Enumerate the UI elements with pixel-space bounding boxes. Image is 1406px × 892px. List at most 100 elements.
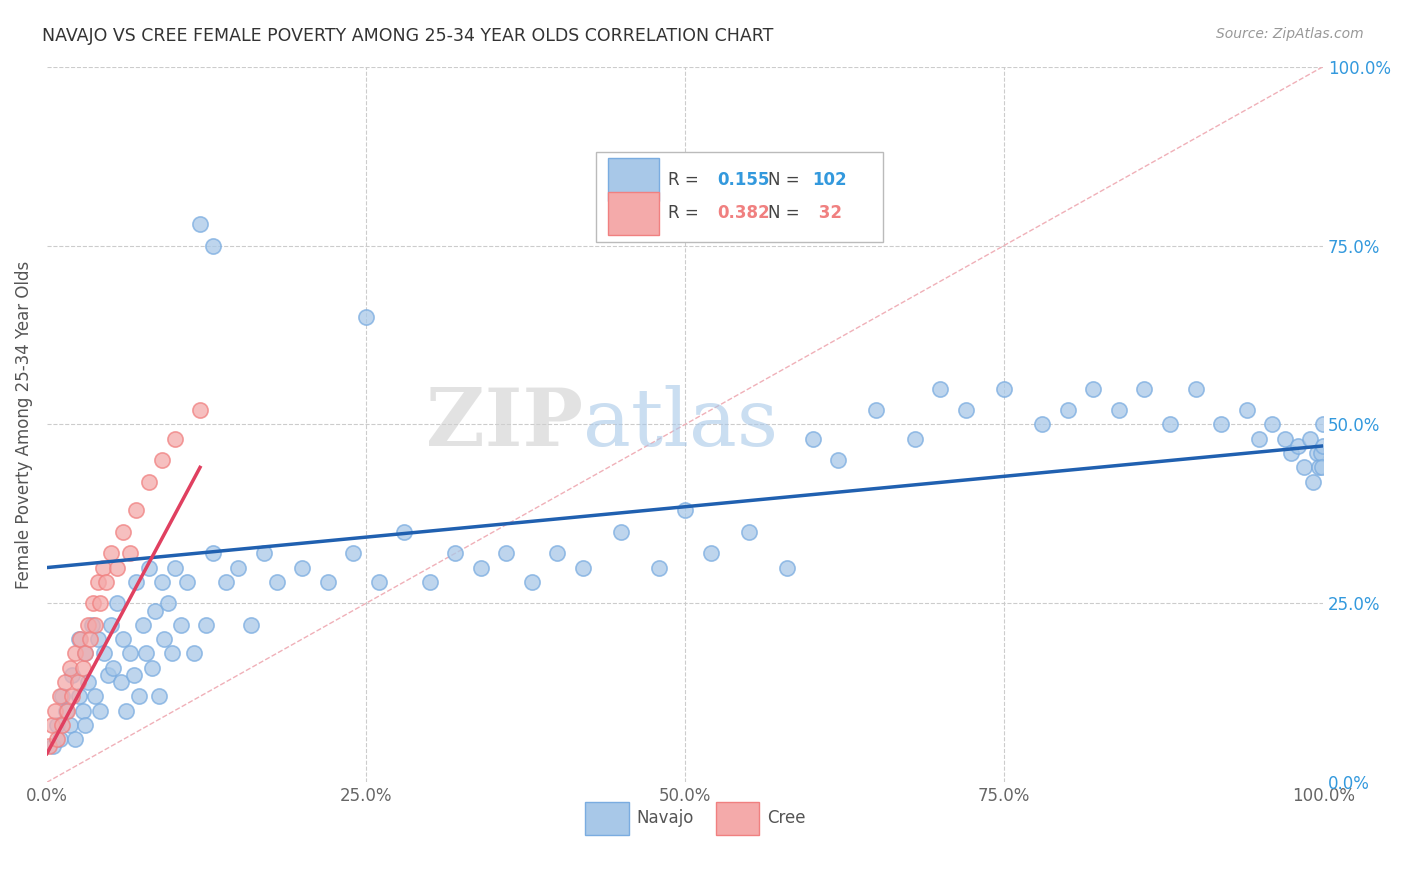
Point [546, 546, 568, 560]
Point [955, 403, 977, 417]
Point [53, 675, 76, 690]
Point [67, 632, 90, 647]
Point [1236, 403, 1258, 417]
Point [214, 574, 236, 589]
Point [572, 560, 595, 574]
Point [240, 617, 263, 632]
Point [1261, 417, 1284, 432]
Point [827, 453, 849, 467]
Point [55, 704, 77, 718]
Text: NAVAJO VS CREE FEMALE POVERTY AMONG 25-34 YEAR OLDS CORRELATION CHART: NAVAJO VS CREE FEMALE POVERTY AMONG 25-3… [42, 27, 773, 45]
Point [148, 690, 170, 704]
Point [160, 647, 183, 661]
Point [141, 661, 163, 675]
Point [84, 690, 107, 704]
Point [44, 704, 66, 718]
FancyBboxPatch shape [609, 192, 659, 235]
Point [76, 617, 98, 632]
Point [1133, 382, 1156, 396]
Point [801, 432, 824, 446]
Point [122, 668, 145, 682]
Point [138, 560, 160, 574]
Point [135, 647, 157, 661]
Point [62, 690, 84, 704]
Point [1108, 403, 1130, 417]
Point [1184, 382, 1206, 396]
Point [145, 603, 167, 617]
Point [112, 632, 135, 647]
Point [59, 718, 82, 732]
Point [110, 675, 132, 690]
Point [87, 574, 110, 589]
Point [170, 617, 193, 632]
Point [118, 546, 141, 560]
Point [183, 647, 205, 661]
Point [131, 617, 153, 632]
Point [201, 238, 224, 252]
Point [195, 617, 218, 632]
Text: N =: N = [768, 170, 804, 189]
Point [495, 546, 517, 560]
Point [201, 546, 224, 560]
Point [125, 574, 148, 589]
Point [82, 596, 104, 610]
Point [63, 647, 86, 661]
Point [80, 617, 103, 632]
Text: R =: R = [668, 170, 704, 189]
Y-axis label: Female Poverty Among 25-34 Year Olds: Female Poverty Among 25-34 Year Olds [15, 260, 32, 589]
FancyBboxPatch shape [609, 158, 659, 201]
Point [1302, 475, 1324, 489]
Point [51, 718, 73, 732]
Point [367, 574, 389, 589]
Text: 32: 32 [813, 204, 842, 222]
Point [75, 718, 97, 732]
Point [94, 574, 117, 589]
Point [520, 574, 543, 589]
Point [776, 560, 799, 574]
Point [93, 647, 115, 661]
Point [354, 310, 377, 324]
Text: 0.155: 0.155 [717, 170, 769, 189]
Point [1159, 417, 1181, 432]
FancyBboxPatch shape [596, 153, 883, 242]
Point [118, 647, 141, 661]
Point [75, 647, 97, 661]
Point [66, 675, 89, 690]
Point [1292, 460, 1315, 475]
FancyBboxPatch shape [716, 802, 759, 835]
Point [1312, 439, 1334, 453]
Point [79, 632, 101, 647]
Text: atlas: atlas [583, 385, 778, 464]
Text: 0.382: 0.382 [717, 204, 769, 222]
Point [291, 560, 314, 574]
Point [89, 704, 111, 718]
Point [188, 403, 211, 417]
Point [103, 661, 125, 675]
Point [41, 718, 63, 732]
Point [153, 632, 176, 647]
Point [904, 432, 927, 446]
Point [72, 704, 94, 718]
Point [76, 675, 98, 690]
Point [266, 574, 288, 589]
Point [470, 560, 492, 574]
Point [72, 661, 94, 675]
Point [929, 382, 952, 396]
Text: R =: R = [668, 204, 704, 222]
Point [48, 732, 70, 747]
Point [648, 560, 671, 574]
Point [100, 546, 122, 560]
Point [699, 546, 721, 560]
Point [993, 382, 1015, 396]
Point [42, 739, 65, 754]
Point [51, 690, 73, 704]
Point [1286, 439, 1309, 453]
Point [1312, 417, 1334, 432]
Point [1308, 460, 1330, 475]
Point [46, 732, 69, 747]
Point [610, 524, 633, 539]
Point [112, 524, 135, 539]
Point [1310, 460, 1333, 475]
Point [63, 732, 86, 747]
Point [163, 560, 186, 574]
